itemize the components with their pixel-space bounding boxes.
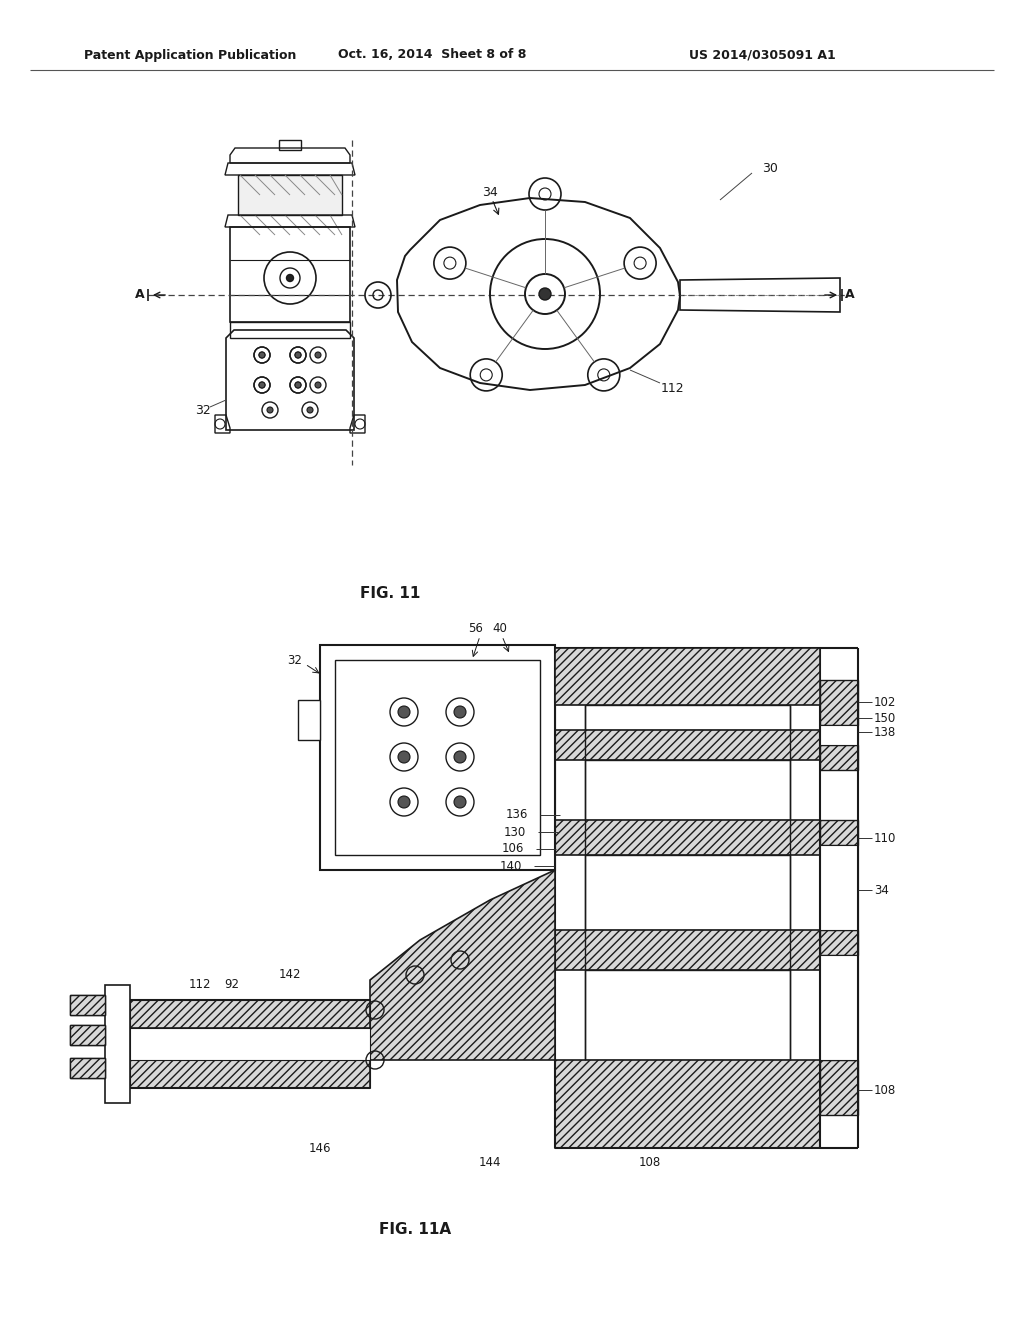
- Text: FIG. 11: FIG. 11: [359, 586, 420, 601]
- Text: 108: 108: [874, 1084, 896, 1097]
- Text: 112: 112: [188, 978, 211, 991]
- Bar: [70, 1059, 105, 1078]
- Bar: [820, 744, 858, 770]
- Bar: [820, 680, 858, 725]
- Polygon shape: [238, 176, 342, 215]
- Bar: [585, 970, 790, 1060]
- Text: 110: 110: [874, 832, 896, 845]
- Text: A: A: [135, 289, 144, 301]
- Circle shape: [315, 381, 321, 388]
- Text: 130: 130: [504, 825, 526, 838]
- Text: 108: 108: [639, 1155, 662, 1168]
- Bar: [555, 730, 820, 760]
- Text: 150: 150: [874, 711, 896, 725]
- Ellipse shape: [365, 672, 519, 842]
- Bar: [335, 660, 540, 855]
- Text: 102: 102: [874, 696, 896, 709]
- Bar: [130, 1028, 370, 1060]
- Bar: [70, 995, 105, 1015]
- Bar: [105, 985, 130, 1104]
- Text: 34: 34: [874, 883, 889, 896]
- Circle shape: [295, 381, 301, 388]
- Circle shape: [295, 352, 301, 358]
- Text: 142: 142: [279, 969, 301, 982]
- Text: 40: 40: [493, 622, 508, 635]
- Circle shape: [295, 352, 301, 358]
- Circle shape: [287, 275, 294, 281]
- Bar: [319, 645, 555, 870]
- Circle shape: [315, 352, 321, 358]
- Text: 140: 140: [500, 859, 522, 873]
- Bar: [230, 227, 350, 322]
- Text: 30: 30: [762, 161, 778, 174]
- Circle shape: [398, 706, 410, 718]
- Circle shape: [259, 381, 265, 388]
- Text: 56: 56: [469, 622, 483, 635]
- Circle shape: [307, 407, 313, 413]
- Text: US 2014/0305091 A1: US 2014/0305091 A1: [688, 49, 836, 62]
- Text: 146: 146: [309, 1142, 331, 1155]
- Text: 138: 138: [874, 726, 896, 738]
- Circle shape: [259, 352, 265, 358]
- Bar: [279, 140, 301, 150]
- Bar: [555, 1060, 820, 1148]
- Bar: [585, 705, 790, 730]
- Bar: [130, 1001, 370, 1028]
- Text: 112: 112: [660, 381, 684, 395]
- Text: 106: 106: [502, 842, 524, 855]
- Text: FIG. 11A: FIG. 11A: [379, 1222, 451, 1238]
- Circle shape: [454, 751, 466, 763]
- Circle shape: [454, 706, 466, 718]
- Bar: [820, 954, 858, 1060]
- Bar: [585, 760, 790, 820]
- Text: 32: 32: [196, 404, 211, 417]
- Circle shape: [259, 381, 265, 388]
- Bar: [555, 648, 820, 705]
- Bar: [230, 322, 350, 338]
- Text: 144: 144: [479, 1155, 502, 1168]
- Bar: [70, 1059, 105, 1078]
- Circle shape: [454, 796, 466, 808]
- Bar: [820, 1060, 858, 1115]
- Text: A: A: [845, 289, 855, 301]
- Circle shape: [267, 407, 273, 413]
- Bar: [130, 1060, 370, 1088]
- Bar: [555, 931, 820, 970]
- Text: 136: 136: [506, 808, 528, 821]
- Bar: [820, 725, 858, 744]
- Bar: [585, 855, 790, 931]
- Text: Patent Application Publication: Patent Application Publication: [84, 49, 296, 62]
- Text: 32: 32: [288, 653, 302, 667]
- Bar: [555, 820, 820, 855]
- Text: Oct. 16, 2014  Sheet 8 of 8: Oct. 16, 2014 Sheet 8 of 8: [338, 49, 526, 62]
- Bar: [70, 1026, 105, 1045]
- Circle shape: [295, 381, 301, 388]
- Bar: [298, 700, 319, 741]
- Text: 34: 34: [482, 186, 498, 198]
- Circle shape: [259, 352, 265, 358]
- Bar: [70, 995, 105, 1015]
- Circle shape: [398, 751, 410, 763]
- Circle shape: [398, 796, 410, 808]
- Bar: [820, 845, 858, 931]
- Circle shape: [539, 288, 551, 300]
- Polygon shape: [370, 870, 555, 1060]
- Bar: [70, 1026, 105, 1045]
- Text: 92: 92: [224, 978, 240, 991]
- Bar: [820, 931, 858, 954]
- Bar: [820, 820, 858, 845]
